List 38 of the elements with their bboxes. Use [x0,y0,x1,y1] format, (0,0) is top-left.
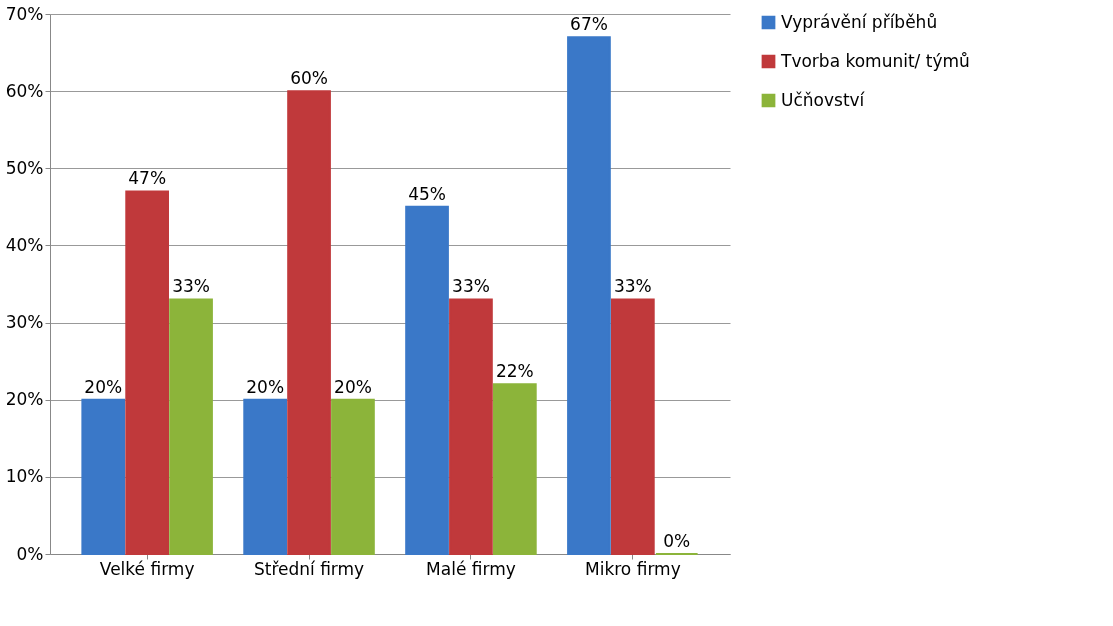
y-tick-label: 20% [5,389,44,410]
data-label: 67% [570,14,608,35]
data-label: 33% [613,276,652,297]
x-tick-label: Velké firmy [99,558,195,579]
y-tick-label: 60% [5,80,44,101]
data-label: 20% [84,376,123,397]
x-tick-label: Střední firmy [253,558,365,579]
data-label: 33% [452,276,490,297]
y-tick-label: 70% [5,3,44,24]
data-label: 0% [663,531,691,551]
bar [567,36,611,555]
y-tick-label: 10% [5,466,44,487]
y-tick-label: 30% [5,312,44,333]
bar [493,383,537,555]
data-label: 33% [172,276,210,297]
bar [287,90,331,555]
bar [81,398,126,555]
bar [405,205,449,555]
y-tick-label: 50% [5,157,44,178]
bar [169,298,213,555]
data-label: 22% [495,361,534,382]
bar [243,398,287,555]
bar [449,298,493,555]
legend-label: Vyprávění příběhů [781,11,938,32]
data-label: 20% [334,376,372,397]
x-tick-label: Mikro firmy [585,558,681,579]
x-tick-label: Malé firmy [426,558,516,579]
data-label: 60% [290,68,328,89]
bar [331,398,375,555]
y-tick-label: 0% [16,543,44,564]
legend-label: Tvorba komunit/ týmů [780,50,970,71]
data-label: 45% [408,183,446,204]
bar [125,190,169,555]
y-tick-label: 40% [5,234,44,255]
data-label: 20% [246,376,285,397]
legend-label: Učňovství [781,89,866,110]
data-label: 47% [128,168,167,189]
bar [611,298,655,555]
